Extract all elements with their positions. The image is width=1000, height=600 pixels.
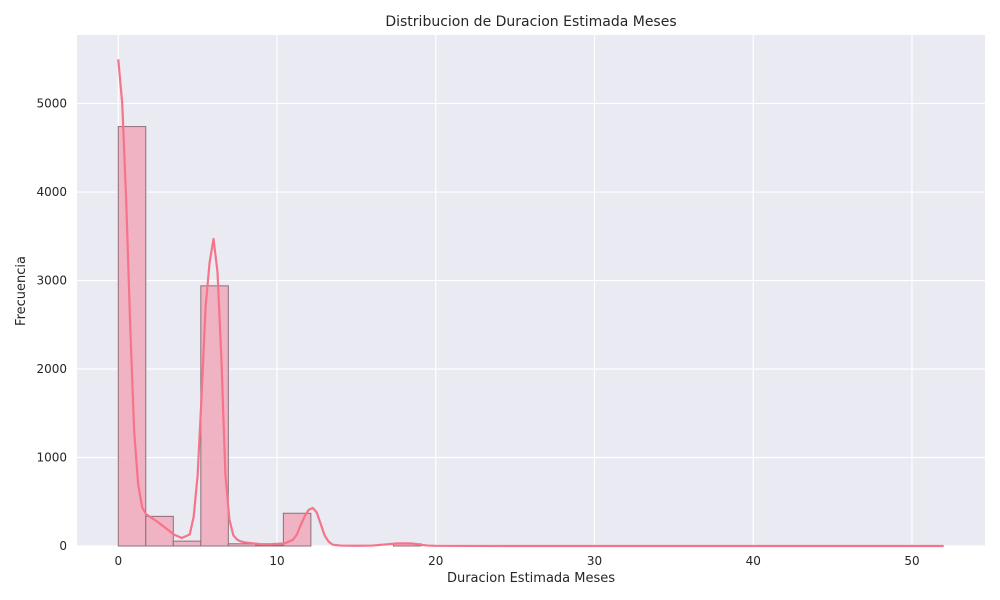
histogram-bar: [282, 512, 312, 547]
y-tick-label: 2000: [36, 362, 67, 376]
x-tick-label: 40: [746, 554, 761, 568]
x-axis-label: Duracion Estimada Meses: [447, 571, 615, 586]
y-tick-label: 4000: [36, 185, 67, 199]
y-tick-label: 5000: [36, 97, 67, 111]
y-tick-label: 3000: [36, 274, 67, 288]
histogram-bar: [172, 540, 202, 547]
x-tick-label: 30: [587, 554, 602, 568]
y-axis-label: Frecuencia: [14, 256, 29, 326]
x-tick-label: 10: [269, 554, 284, 568]
x-tick-label: 0: [114, 554, 122, 568]
histogram-bars: [117, 126, 422, 547]
x-tick-labels: 0 10 20 30 40 50: [114, 554, 919, 568]
y-tick-labels: 0 1000 2000 3000 4000 5000: [36, 97, 67, 553]
kde-curve: [117, 59, 944, 548]
y-tick-label: 0: [59, 539, 67, 553]
x-tick-label: 20: [428, 554, 443, 568]
chart-title: Distribucion de Duracion Estimada Meses: [385, 14, 676, 30]
y-tick-label: 1000: [36, 451, 67, 465]
histogram-bar: [117, 126, 147, 547]
x-tick-label: 50: [904, 554, 919, 568]
